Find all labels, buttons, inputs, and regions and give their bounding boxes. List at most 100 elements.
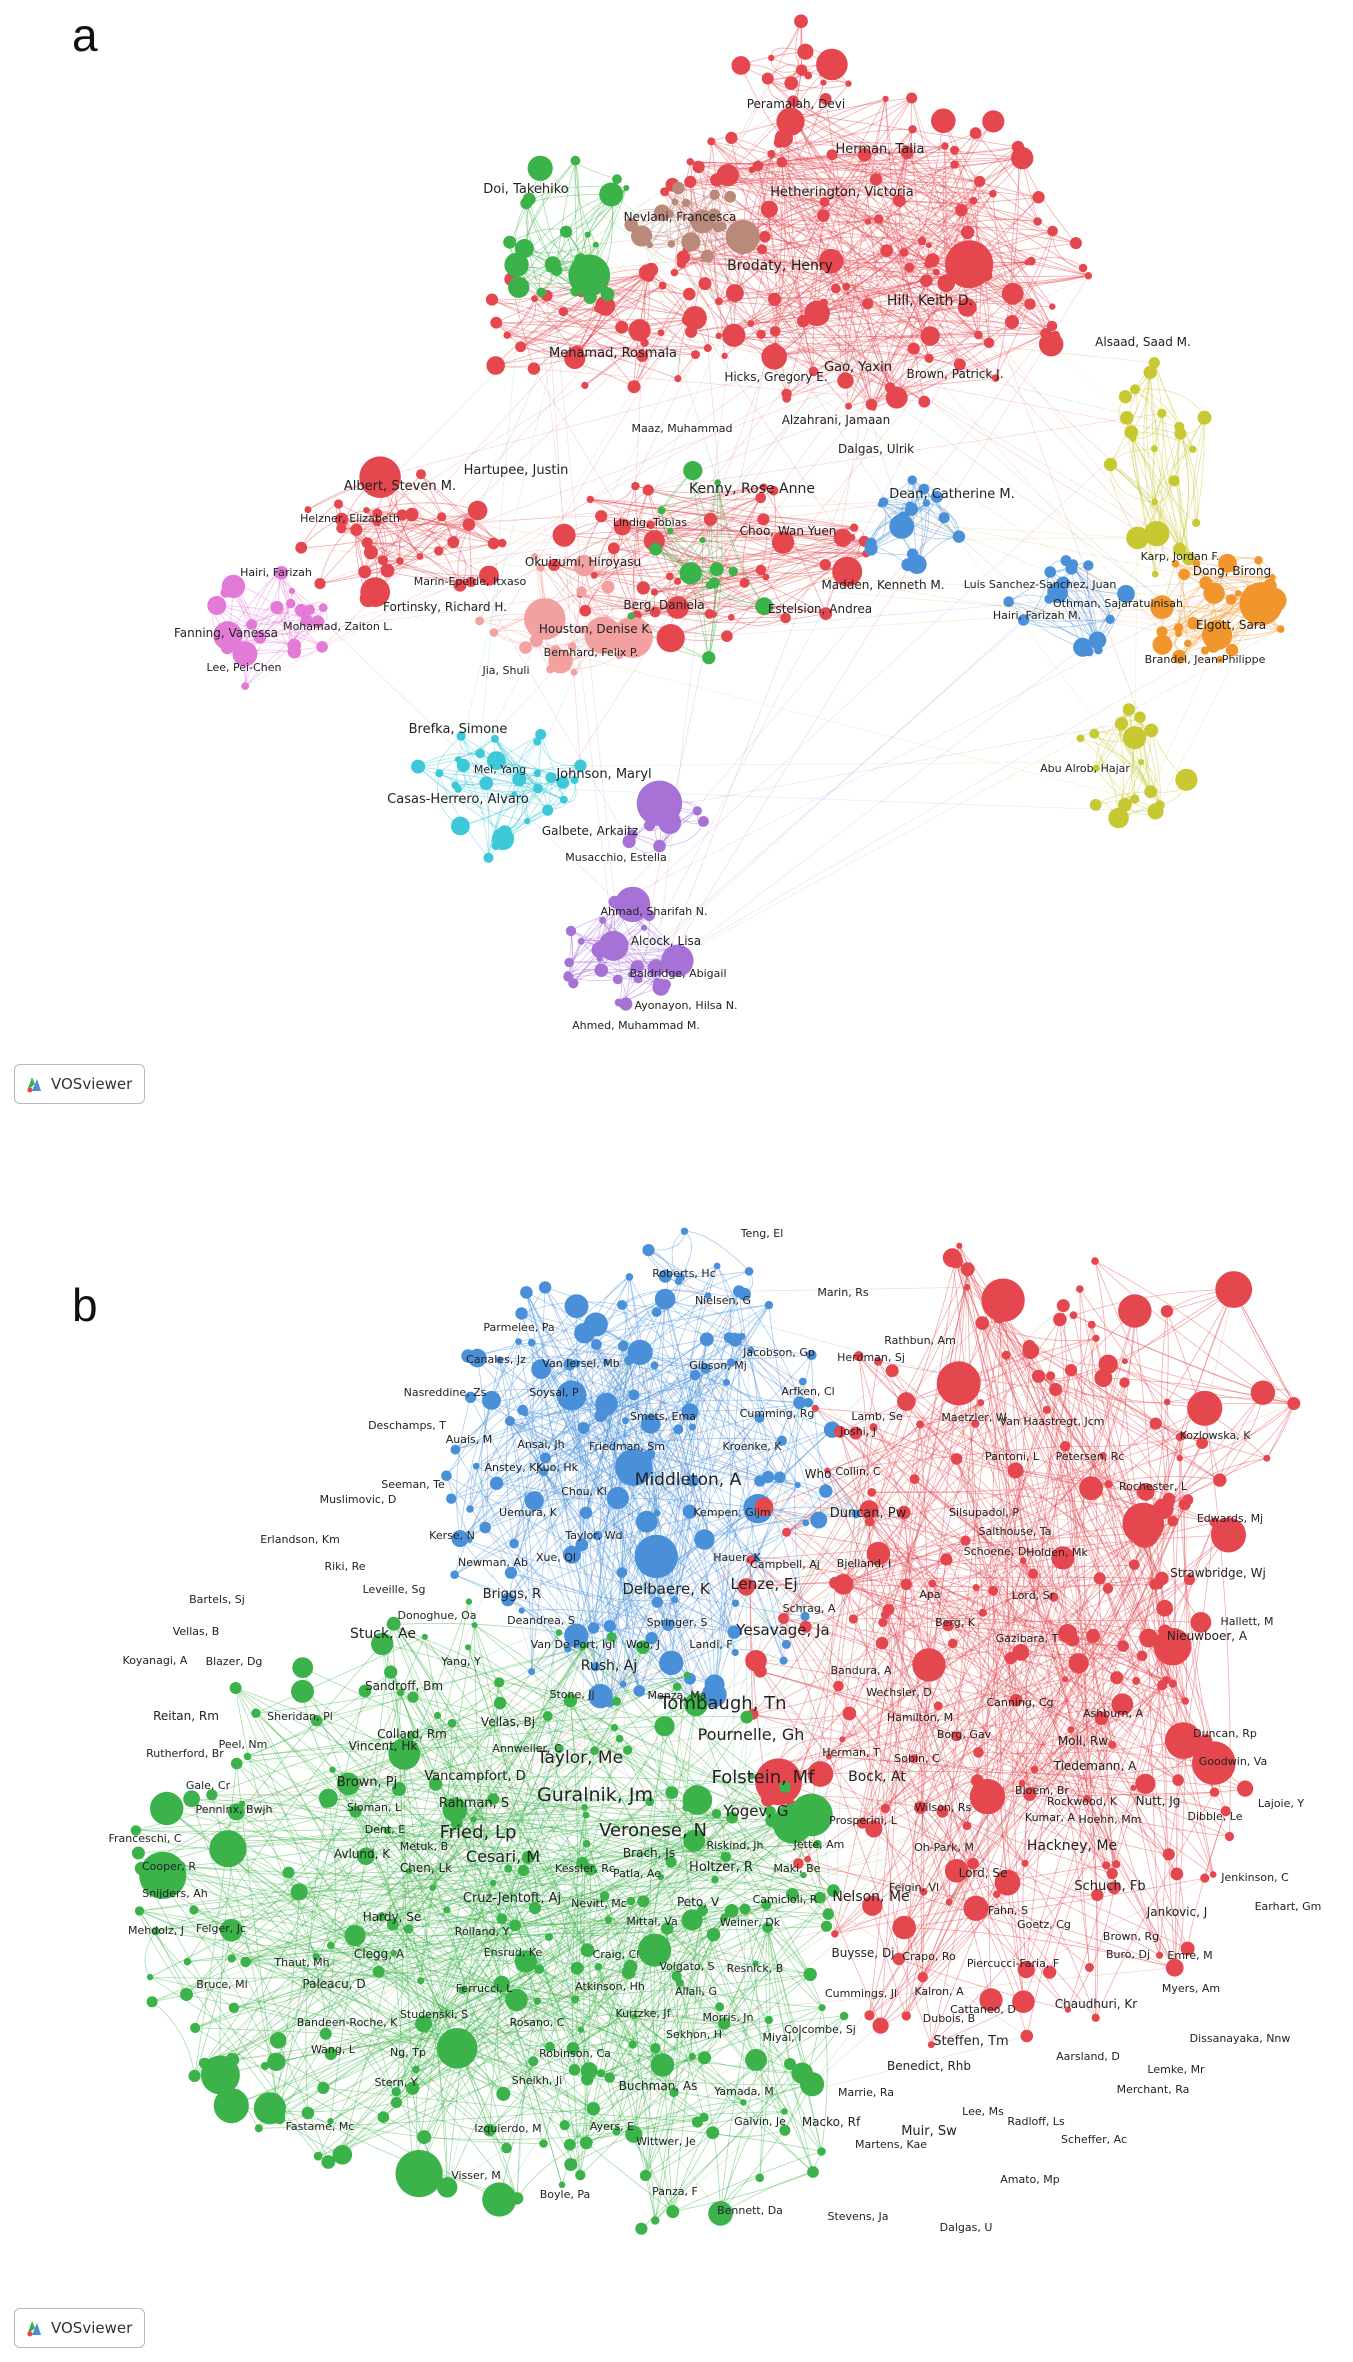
author-node[interactable] bbox=[494, 1677, 505, 1688]
author-node[interactable] bbox=[556, 1380, 587, 1411]
author-node[interactable] bbox=[991, 374, 1000, 382]
author-label[interactable]: Sandroff, Bm bbox=[365, 1679, 443, 1693]
author-node[interactable] bbox=[539, 2139, 548, 2148]
author-node[interactable] bbox=[683, 287, 696, 301]
author-node[interactable] bbox=[752, 160, 764, 172]
author-node[interactable] bbox=[682, 1785, 713, 1815]
author-node[interactable] bbox=[1047, 225, 1058, 237]
author-node[interactable] bbox=[1187, 1390, 1223, 1426]
author-label[interactable]: Stone, Jj bbox=[549, 1688, 594, 1701]
author-label[interactable]: Collin, C bbox=[835, 1465, 881, 1478]
author-label[interactable]: Blazer, Dg bbox=[206, 1655, 263, 1668]
author-node[interactable] bbox=[606, 1632, 617, 1642]
author-node[interactable] bbox=[673, 1424, 684, 1435]
author-label[interactable]: Taylor, Wd bbox=[564, 1529, 622, 1542]
author-node[interactable] bbox=[559, 795, 568, 804]
author-label[interactable]: Petersen, Rc bbox=[1056, 1450, 1125, 1463]
author-node[interactable] bbox=[757, 2058, 764, 2066]
author-node[interactable] bbox=[885, 386, 908, 409]
author-node[interactable] bbox=[421, 1633, 428, 1640]
author-node[interactable] bbox=[977, 1399, 985, 1407]
author-node[interactable] bbox=[329, 1766, 336, 1773]
author-node[interactable] bbox=[793, 1858, 804, 1869]
author-node[interactable] bbox=[1017, 1961, 1035, 1979]
author-node[interactable] bbox=[475, 616, 484, 626]
author-label[interactable]: Bennett, Da bbox=[717, 2204, 783, 2217]
author-node[interactable] bbox=[386, 1616, 401, 1631]
author-node[interactable] bbox=[1151, 498, 1159, 506]
author-node[interactable] bbox=[327, 2118, 334, 2125]
author-node[interactable] bbox=[708, 2201, 733, 2226]
author-node[interactable] bbox=[624, 218, 638, 232]
author-node[interactable] bbox=[989, 189, 997, 198]
author-node[interactable] bbox=[552, 523, 576, 547]
author-node[interactable] bbox=[651, 1307, 662, 1317]
author-label[interactable]: Brown, Patrick J. bbox=[906, 367, 1003, 381]
author-node[interactable] bbox=[740, 1710, 754, 1724]
author-node[interactable] bbox=[1162, 1848, 1175, 1861]
author-node[interactable] bbox=[407, 1691, 419, 1703]
author-node[interactable] bbox=[544, 2041, 555, 2052]
author-node[interactable] bbox=[511, 791, 518, 798]
author-node[interactable] bbox=[738, 1287, 751, 1301]
author-node[interactable] bbox=[1269, 574, 1276, 581]
author-node[interactable] bbox=[826, 149, 838, 161]
author-node[interactable] bbox=[774, 1471, 786, 1484]
author-node[interactable] bbox=[696, 1905, 708, 1917]
author-node[interactable] bbox=[558, 306, 568, 317]
author-node[interactable] bbox=[1024, 298, 1036, 310]
author-node[interactable] bbox=[1108, 807, 1129, 829]
author-label[interactable]: Johnson, Maryl bbox=[555, 767, 651, 782]
author-node[interactable] bbox=[642, 1244, 655, 1257]
author-label[interactable]: Auais, M bbox=[446, 1433, 493, 1446]
author-node[interactable] bbox=[737, 1578, 755, 1596]
author-node[interactable] bbox=[639, 2169, 652, 2182]
author-label[interactable]: Tiedemann, A bbox=[1053, 1759, 1138, 1773]
author-node[interactable] bbox=[755, 2173, 764, 2183]
author-node[interactable] bbox=[314, 578, 326, 590]
author-node[interactable] bbox=[685, 1798, 692, 1806]
author-label[interactable]: Stevens, Ja bbox=[827, 2210, 888, 2223]
author-label[interactable]: Leveille, Sg bbox=[363, 1583, 426, 1596]
author-label[interactable]: Fried, Lp bbox=[440, 1822, 517, 1843]
author-label[interactable]: Ayers, E bbox=[590, 2120, 634, 2133]
author-label[interactable]: Lindig, Tobias bbox=[613, 516, 688, 529]
author-node[interactable] bbox=[361, 537, 373, 549]
author-node[interactable] bbox=[550, 645, 562, 657]
author-node[interactable] bbox=[1150, 595, 1174, 619]
author-node[interactable] bbox=[576, 586, 587, 597]
author-node[interactable] bbox=[781, 1639, 792, 1649]
author-node[interactable] bbox=[623, 1745, 633, 1755]
author-label[interactable]: Robinson, Ca bbox=[539, 2047, 611, 2060]
author-node[interactable] bbox=[849, 1426, 863, 1440]
author-label[interactable]: Hallett, M bbox=[1220, 1615, 1273, 1628]
author-node[interactable] bbox=[636, 780, 683, 826]
author-node[interactable] bbox=[705, 581, 715, 590]
author-node[interactable] bbox=[862, 1895, 883, 1916]
author-node[interactable] bbox=[1064, 2006, 1071, 2013]
author-node[interactable] bbox=[992, 1890, 1001, 1899]
author-label[interactable]: Izquierdo, M bbox=[474, 2122, 541, 2135]
author-label[interactable]: Van Iersel, Mb bbox=[542, 1357, 619, 1370]
author-node[interactable] bbox=[1149, 1417, 1162, 1430]
author-node[interactable] bbox=[683, 1829, 706, 1852]
author-label[interactable]: Nasreddine, Zs bbox=[404, 1386, 487, 1399]
author-node[interactable] bbox=[1056, 576, 1070, 591]
author-node[interactable] bbox=[585, 1329, 594, 1338]
author-node[interactable] bbox=[1088, 631, 1107, 650]
author-node[interactable] bbox=[680, 1227, 689, 1235]
author-node[interactable] bbox=[579, 1644, 586, 1651]
author-node[interactable] bbox=[833, 528, 852, 547]
author-node[interactable] bbox=[590, 571, 598, 579]
author-node[interactable] bbox=[520, 1286, 533, 1299]
author-node[interactable] bbox=[292, 1657, 314, 1678]
author-node[interactable] bbox=[747, 1346, 755, 1354]
author-node[interactable] bbox=[1089, 728, 1100, 739]
author-node[interactable] bbox=[819, 559, 831, 571]
author-label[interactable]: Lee, Pei-Chen bbox=[207, 661, 282, 674]
author-node[interactable] bbox=[588, 1683, 613, 1709]
author-node[interactable] bbox=[595, 295, 616, 316]
author-node[interactable] bbox=[932, 268, 940, 276]
author-node[interactable] bbox=[377, 2111, 390, 2123]
author-label[interactable]: Erlandson, Km bbox=[260, 1533, 340, 1546]
